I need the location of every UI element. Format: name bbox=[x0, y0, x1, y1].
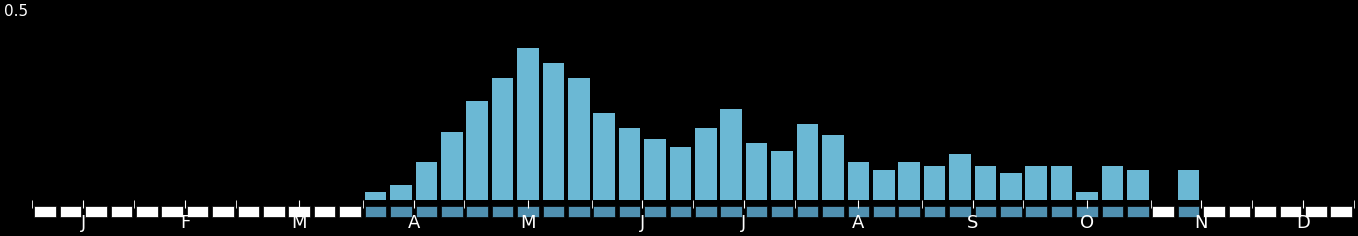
FancyBboxPatch shape bbox=[644, 206, 665, 217]
FancyBboxPatch shape bbox=[1203, 206, 1225, 217]
FancyBboxPatch shape bbox=[1305, 206, 1327, 217]
FancyBboxPatch shape bbox=[1077, 206, 1097, 217]
FancyBboxPatch shape bbox=[314, 206, 335, 217]
Bar bbox=[721, 109, 741, 200]
Bar bbox=[492, 79, 513, 200]
FancyBboxPatch shape bbox=[441, 206, 463, 217]
FancyBboxPatch shape bbox=[999, 206, 1021, 217]
FancyBboxPatch shape bbox=[1253, 206, 1275, 217]
Bar bbox=[771, 151, 793, 200]
FancyBboxPatch shape bbox=[1127, 206, 1149, 217]
Bar bbox=[797, 124, 819, 200]
FancyBboxPatch shape bbox=[86, 206, 107, 217]
FancyBboxPatch shape bbox=[669, 206, 691, 217]
Bar bbox=[847, 162, 869, 200]
FancyBboxPatch shape bbox=[390, 206, 411, 217]
FancyBboxPatch shape bbox=[466, 206, 488, 217]
FancyBboxPatch shape bbox=[212, 206, 234, 217]
Bar bbox=[975, 166, 997, 200]
FancyBboxPatch shape bbox=[721, 206, 741, 217]
FancyBboxPatch shape bbox=[568, 206, 589, 217]
FancyBboxPatch shape bbox=[771, 206, 793, 217]
Bar bbox=[1051, 166, 1073, 200]
FancyBboxPatch shape bbox=[1101, 206, 1123, 217]
FancyBboxPatch shape bbox=[187, 206, 208, 217]
Bar bbox=[593, 113, 615, 200]
FancyBboxPatch shape bbox=[492, 206, 513, 217]
Bar bbox=[822, 135, 843, 200]
Bar bbox=[390, 185, 411, 200]
FancyBboxPatch shape bbox=[923, 206, 945, 217]
FancyBboxPatch shape bbox=[263, 206, 285, 217]
Bar bbox=[695, 128, 717, 200]
FancyBboxPatch shape bbox=[1051, 206, 1073, 217]
FancyBboxPatch shape bbox=[1177, 206, 1199, 217]
FancyBboxPatch shape bbox=[873, 206, 895, 217]
Bar bbox=[899, 162, 919, 200]
Bar bbox=[923, 166, 945, 200]
Bar bbox=[441, 132, 463, 200]
FancyBboxPatch shape bbox=[365, 206, 386, 217]
Bar bbox=[999, 173, 1021, 200]
Bar bbox=[416, 162, 437, 200]
FancyBboxPatch shape bbox=[238, 206, 259, 217]
FancyBboxPatch shape bbox=[797, 206, 819, 217]
Bar bbox=[365, 192, 386, 200]
FancyBboxPatch shape bbox=[1025, 206, 1047, 217]
FancyBboxPatch shape bbox=[1331, 206, 1353, 217]
FancyBboxPatch shape bbox=[162, 206, 183, 217]
FancyBboxPatch shape bbox=[593, 206, 615, 217]
FancyBboxPatch shape bbox=[847, 206, 869, 217]
FancyBboxPatch shape bbox=[619, 206, 641, 217]
Bar bbox=[873, 170, 895, 200]
Bar bbox=[746, 143, 767, 200]
FancyBboxPatch shape bbox=[746, 206, 767, 217]
FancyBboxPatch shape bbox=[949, 206, 971, 217]
Bar bbox=[568, 79, 589, 200]
Bar bbox=[1077, 192, 1097, 200]
FancyBboxPatch shape bbox=[975, 206, 997, 217]
FancyBboxPatch shape bbox=[136, 206, 158, 217]
FancyBboxPatch shape bbox=[416, 206, 437, 217]
Bar bbox=[1101, 166, 1123, 200]
Bar bbox=[517, 48, 539, 200]
Bar bbox=[619, 128, 641, 200]
FancyBboxPatch shape bbox=[517, 206, 539, 217]
Bar bbox=[1127, 170, 1149, 200]
FancyBboxPatch shape bbox=[543, 206, 564, 217]
FancyBboxPatch shape bbox=[822, 206, 843, 217]
Bar bbox=[669, 147, 691, 200]
Bar bbox=[543, 63, 564, 200]
FancyBboxPatch shape bbox=[1279, 206, 1301, 217]
FancyBboxPatch shape bbox=[340, 206, 361, 217]
Bar bbox=[1177, 170, 1199, 200]
FancyBboxPatch shape bbox=[1229, 206, 1251, 217]
Bar bbox=[949, 154, 971, 200]
FancyBboxPatch shape bbox=[110, 206, 132, 217]
FancyBboxPatch shape bbox=[1153, 206, 1175, 217]
FancyBboxPatch shape bbox=[899, 206, 919, 217]
Bar bbox=[1025, 166, 1047, 200]
FancyBboxPatch shape bbox=[288, 206, 310, 217]
FancyBboxPatch shape bbox=[695, 206, 717, 217]
Bar bbox=[644, 139, 665, 200]
Bar bbox=[466, 101, 488, 200]
FancyBboxPatch shape bbox=[34, 206, 56, 217]
FancyBboxPatch shape bbox=[60, 206, 81, 217]
